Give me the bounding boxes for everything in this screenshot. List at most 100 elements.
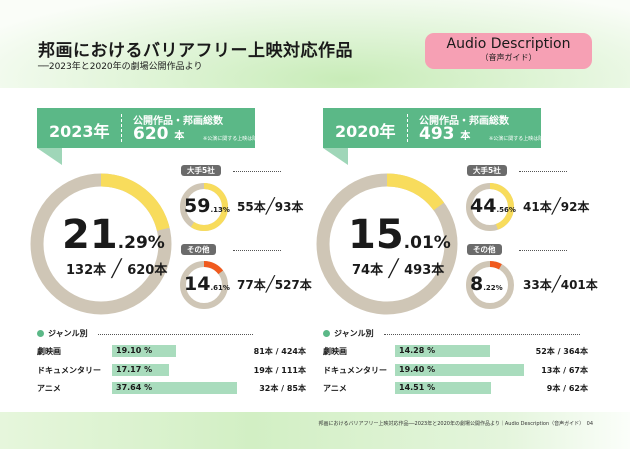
genre-name: ドキュメンタリー — [323, 365, 387, 375]
genre-count: 52本 / 364本 — [535, 347, 588, 356]
total-unit: 本 — [174, 131, 185, 142]
total-note: ※公演に関する上映は除外 — [489, 136, 549, 142]
numerator: 74本 — [352, 263, 384, 278]
overall-fraction: 132本 ╱ 620本 — [66, 259, 168, 279]
genre-bar: 14.28 % — [395, 345, 490, 357]
genre-title: ジャンル別 — [334, 329, 374, 338]
genre-bar: 14.51 % — [395, 382, 492, 394]
dotted-line — [98, 334, 253, 335]
genre-bar: 37.64 % — [112, 382, 238, 394]
dotted-line — [519, 171, 567, 172]
genre-count: 19本 / 111本 — [253, 365, 306, 375]
percent-dec: .22% — [483, 284, 503, 292]
page-subtitle: ──2023年と2020年の劇場公開作品より — [38, 62, 203, 72]
denominator: 401本 — [560, 278, 598, 292]
genre-bar: 19.40 % — [395, 363, 524, 376]
denominator: 620本 — [127, 263, 168, 278]
bullet-icon — [323, 330, 330, 337]
major-fraction: 41本╱92本 — [523, 197, 590, 215]
other-fraction: 77本╱527本 — [237, 275, 312, 293]
year-header: 2020年 公開作品・邦画総数 493 本 ※公演に関する上映は除外 — [323, 108, 548, 148]
genre-count: 13本 / 67本 — [541, 365, 588, 375]
footer-background — [0, 412, 630, 449]
numerator: 33本 — [523, 278, 552, 292]
dotted-line — [384, 334, 580, 335]
genre-count: 32本 / 85本 — [259, 384, 306, 393]
donut-segment — [30, 173, 172, 315]
donut-segment — [180, 183, 228, 231]
major-label: 大手5社 — [181, 165, 221, 176]
genre-name: 劇映画 — [37, 347, 61, 356]
other-donut — [180, 261, 228, 309]
total-value: 493 — [419, 124, 455, 144]
badge-subtitle: （音声ガイド） — [480, 53, 537, 62]
percent-dec: .56% — [496, 206, 516, 214]
other-fraction: 33本╱401本 — [523, 275, 598, 293]
numerator: 55本 — [237, 200, 266, 214]
other-percent: 8.22% — [470, 273, 503, 295]
header-tail — [323, 148, 348, 165]
total-count: 620 本 — [133, 124, 184, 144]
percent-dec: .29% — [117, 233, 165, 253]
genre-count: 9本 / 62本 — [546, 384, 588, 393]
percent-int: 59 — [184, 195, 211, 217]
overall-percent: 15.01% — [348, 212, 451, 258]
major-label: 大手5社 — [467, 165, 507, 176]
genre-name: アニメ — [37, 384, 61, 393]
genre-title: ジャンル別 — [48, 329, 88, 338]
numerator: 41本 — [523, 200, 552, 214]
donut-segment — [466, 183, 514, 231]
percent-int: 14 — [184, 273, 211, 295]
bullet-icon — [37, 330, 44, 337]
genre-bar: 17.17 % — [112, 363, 170, 376]
total-value: 620 — [133, 124, 169, 144]
footer-text: 邦画におけるバリアフリー上映対応作品──2023年と2020年の劇場公開作品より… — [318, 421, 593, 427]
genre-heading: ジャンル別 — [323, 328, 374, 339]
numerator: 77本 — [237, 278, 266, 292]
other-label: その他 — [181, 244, 216, 255]
divider — [121, 114, 122, 142]
percent-dec: .13% — [210, 206, 230, 214]
total-note: ※公演に関する上映は除外 — [203, 136, 263, 142]
major-donut — [180, 183, 228, 231]
total-label: 公開作品・邦画総数 — [133, 116, 223, 127]
overall-donut — [30, 173, 172, 315]
genre-count: 81本 / 424本 — [253, 347, 306, 356]
overall-donut — [316, 173, 458, 315]
denominator: 92本 — [560, 200, 590, 214]
total-unit: 本 — [460, 131, 471, 142]
genre-heading: ジャンル別 — [37, 328, 88, 339]
percent-dec: .01% — [403, 233, 451, 253]
audio-description-badge: Audio Description （音声ガイド） — [425, 33, 592, 69]
overall-fraction: 74本 ╱ 493本 — [352, 259, 445, 279]
percent-dec: .61% — [210, 284, 230, 292]
denominator: 527本 — [274, 278, 312, 292]
badge-title: Audio Description — [446, 36, 571, 52]
other-label: その他 — [467, 244, 502, 255]
other-donut — [466, 261, 514, 309]
page-title: 邦画におけるバリアフリー上映対応作品 — [38, 41, 353, 61]
year-label: 2023年 — [49, 122, 110, 141]
donut-segment — [466, 261, 514, 309]
major-percent: 44.56% — [470, 195, 516, 217]
divider — [407, 114, 408, 142]
percent-int: 15 — [348, 212, 404, 258]
genre-name: ドキュメンタリー — [37, 365, 101, 375]
major-percent: 59.13% — [184, 195, 230, 217]
total-count: 493 本 — [419, 124, 470, 144]
year-header: 2023年 公開作品・邦画総数 620 本 ※公演に関する上映は除外 — [37, 108, 262, 148]
major-fraction: 55本╱93本 — [237, 197, 304, 215]
overall-percent: 21.29% — [62, 212, 165, 258]
denominator: 493本 — [404, 263, 445, 278]
numerator: 132本 — [66, 263, 107, 278]
other-percent: 14.61% — [184, 273, 230, 295]
genre-name: 劇映画 — [323, 347, 347, 356]
percent-int: 8 — [470, 273, 484, 295]
total-label: 公開作品・邦画総数 — [419, 116, 509, 127]
donut-segment — [180, 261, 228, 309]
dotted-line — [519, 250, 567, 251]
genre-name: アニメ — [323, 384, 347, 393]
header-tail — [37, 148, 62, 165]
genre-bar: 19.10 % — [112, 345, 176, 357]
percent-int: 44 — [470, 195, 497, 217]
